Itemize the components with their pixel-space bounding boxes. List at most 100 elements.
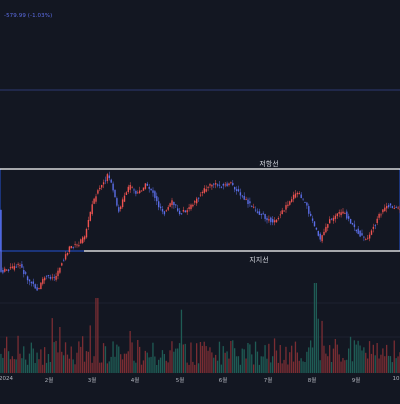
volume-bar <box>234 348 236 373</box>
volume-bar <box>64 342 67 373</box>
volume-bar <box>175 348 177 373</box>
candle-body <box>82 237 84 243</box>
volume-bar <box>148 357 150 373</box>
candle-body <box>17 263 19 265</box>
volume-bar <box>334 339 336 373</box>
candle-body <box>228 183 230 186</box>
candle-body <box>349 219 352 224</box>
volume-bar <box>209 347 211 373</box>
volume-bar <box>296 352 298 373</box>
volume-bar <box>215 354 217 373</box>
volume-bar <box>348 348 350 373</box>
volume-bar <box>317 318 319 373</box>
volume-bar <box>171 341 173 373</box>
volume-bar <box>30 342 32 373</box>
candle-body <box>78 245 80 247</box>
candle-body <box>194 201 196 203</box>
candle-body <box>192 204 194 207</box>
candle-body <box>226 183 228 186</box>
volume-bar <box>129 331 131 373</box>
volume-bar <box>137 340 139 373</box>
candle-body <box>376 218 378 223</box>
candle-body <box>344 213 346 214</box>
candle-body <box>180 213 183 215</box>
candle-body <box>110 179 112 183</box>
volume-bar <box>114 356 116 373</box>
candle-body <box>357 228 359 234</box>
volume-bar <box>201 345 203 373</box>
volume-bar <box>106 363 108 373</box>
candle-body <box>251 206 253 207</box>
candle-body <box>89 211 91 221</box>
volume-bar <box>249 344 251 373</box>
candle-body <box>382 209 384 213</box>
candle-body <box>175 204 177 206</box>
volume-bar <box>154 356 156 373</box>
candle-body <box>116 198 118 206</box>
candle-body <box>384 207 386 212</box>
volume-bar <box>173 351 175 373</box>
candle-body <box>391 206 394 208</box>
volume-bar <box>0 353 2 373</box>
candle-body <box>329 219 331 224</box>
volume-bar <box>78 341 80 373</box>
candle-body <box>68 246 71 252</box>
volume-bar <box>178 343 181 373</box>
candle-body <box>6 269 8 271</box>
candle-body <box>243 196 245 200</box>
candle-body <box>387 205 390 208</box>
candle-body <box>327 224 329 228</box>
candle-body <box>330 218 333 220</box>
volume-bar <box>245 358 247 373</box>
candle-body <box>273 220 276 223</box>
candle-body <box>106 174 109 181</box>
candle-body <box>23 270 25 274</box>
candle-body <box>63 260 65 262</box>
volume-bar <box>340 361 342 373</box>
candle-body <box>190 204 192 210</box>
candle-body <box>298 193 300 195</box>
candle-body <box>101 184 103 188</box>
volume-bar <box>275 350 278 373</box>
volume-bar <box>283 359 285 373</box>
volume-bar <box>140 364 143 373</box>
volume-bar <box>21 358 23 373</box>
volume-bar <box>357 340 359 373</box>
volume-bar <box>7 351 10 373</box>
candle-body <box>359 230 361 237</box>
volume-bar <box>47 354 50 373</box>
volume-bar <box>367 358 369 373</box>
x-axis-label: 6월 <box>218 378 228 384</box>
volume-bar <box>224 352 226 373</box>
candle-body <box>300 194 302 198</box>
volume-bar <box>194 364 196 373</box>
candle-body <box>169 203 171 207</box>
candle-body <box>378 214 380 218</box>
volume-bar <box>97 298 99 373</box>
candle-body <box>232 182 234 185</box>
volume-bar <box>93 356 95 373</box>
volume-bar <box>268 343 270 373</box>
volume-bar <box>182 344 184 373</box>
candle-body <box>97 190 99 194</box>
candle-body <box>361 233 363 236</box>
volume-bar <box>66 354 69 373</box>
volume-bar <box>226 351 228 373</box>
candle-body <box>36 287 38 291</box>
candle-body <box>389 203 392 206</box>
candle-body <box>268 219 270 221</box>
volume-bar <box>330 362 333 373</box>
candle-body <box>165 210 167 212</box>
volume-bar <box>306 351 308 373</box>
volume-bar <box>319 360 321 373</box>
volume-bar <box>45 362 48 373</box>
candle-body <box>74 244 76 245</box>
candle-body <box>241 195 243 197</box>
candle-body <box>7 269 10 271</box>
volume-bar <box>344 360 346 373</box>
candle-body <box>158 201 160 208</box>
volume-bar <box>361 350 363 373</box>
candle-body <box>272 219 274 223</box>
